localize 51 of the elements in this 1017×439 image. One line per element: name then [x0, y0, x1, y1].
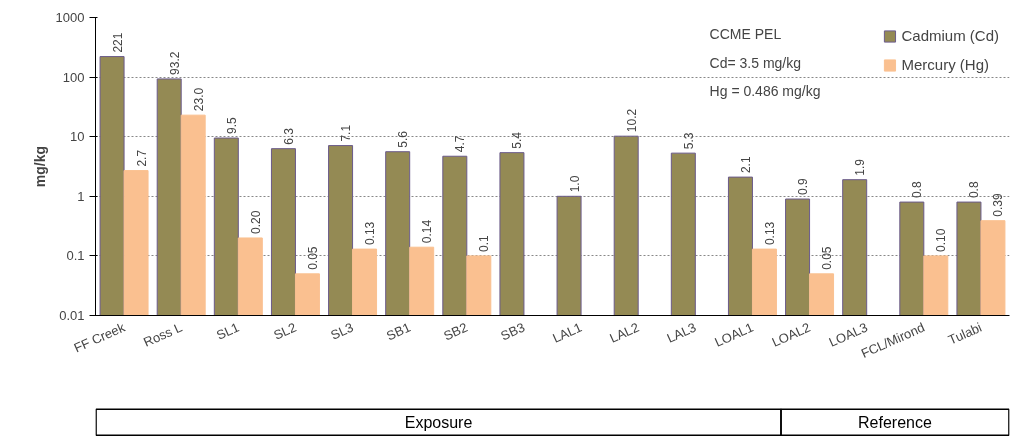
x-tick-label: LAL1	[550, 319, 585, 346]
data-label: 6.3	[281, 127, 296, 145]
data-label: 0.8	[967, 181, 982, 199]
y-tick-label: 0.1	[66, 248, 85, 264]
data-label: 0.20	[248, 210, 263, 234]
data-label: 5.6	[396, 130, 411, 148]
data-label: 5.4	[510, 131, 525, 149]
data-label: 4.7	[453, 135, 468, 153]
data-label: 1.9	[853, 158, 868, 176]
data-label: 221	[110, 32, 125, 53]
data-label: 0.8	[910, 181, 925, 199]
data-label: 0.05	[305, 246, 320, 270]
x-tick-label: LAL3	[664, 319, 699, 346]
annotation: CCME PEL	[709, 26, 782, 43]
x-tick-label: SL3	[328, 319, 356, 343]
x-tick-label: Tulabi	[945, 319, 985, 348]
data-label: 5.3	[681, 132, 696, 150]
data-label: 93.2	[167, 51, 182, 75]
x-tick-label: Ross L	[141, 319, 185, 350]
data-label: 0.9	[796, 178, 811, 196]
data-label: 7.1	[339, 124, 354, 142]
y-tick-label: 10	[70, 129, 85, 145]
y-tick-label: 1000	[55, 10, 85, 25]
data-label: 23.0	[191, 87, 206, 112]
legend-label: Cadmium (Cd)	[901, 27, 999, 44]
legend-label: Mercury (Hg)	[901, 56, 989, 73]
data-label: 0.13	[762, 221, 777, 246]
data-label: 10.2	[624, 108, 639, 133]
x-tick-label: LAL2	[607, 319, 642, 346]
data-label: 2.1	[738, 156, 753, 174]
data-label: 0.10	[934, 228, 949, 252]
data-label: 0.39	[991, 192, 1006, 217]
text: Reference	[858, 413, 932, 431]
text: Exposure	[404, 413, 473, 431]
data-label: 1.0	[567, 175, 582, 193]
y-tick-label: 100	[62, 69, 85, 85]
data-label: 0.14	[420, 219, 435, 244]
data-label: 9.5	[224, 117, 239, 135]
y-axis-title: mg/kg	[31, 145, 48, 188]
data-label: 0.1	[477, 234, 492, 252]
data-label: 2.7	[134, 149, 149, 167]
annotation: Cd= 3.5 mg/kg	[709, 54, 802, 71]
y-tick-label: 1	[77, 188, 85, 204]
x-tick-label: SB3	[498, 319, 527, 344]
x-tick-label: SL2	[271, 319, 299, 343]
x-tick-label: SL1	[214, 319, 242, 343]
x-tick-label: SB2	[441, 319, 470, 344]
data-label: 0.13	[363, 221, 378, 246]
x-tick-label: SB1	[384, 319, 413, 344]
annotation: Hg = 0.486 mg/kg	[709, 83, 821, 100]
data-label: 0.05	[820, 246, 835, 270]
